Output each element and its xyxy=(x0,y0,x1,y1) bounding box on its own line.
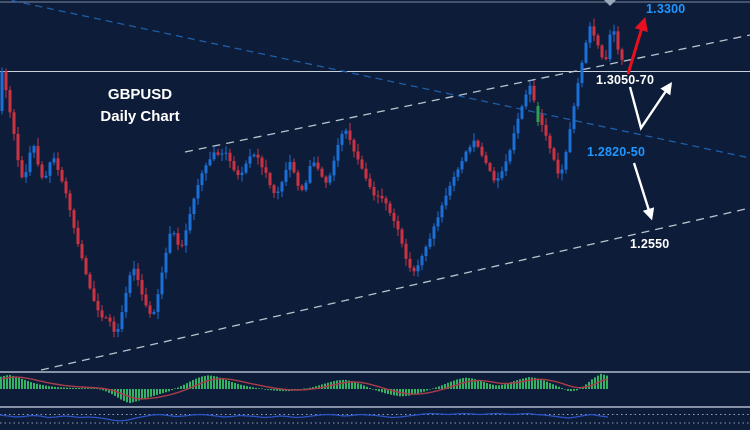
panel-separator xyxy=(0,406,750,408)
macd-indicator-panel xyxy=(0,373,608,404)
chart-timeframe: Daily Chart xyxy=(100,108,180,125)
stoch-main-line xyxy=(0,412,609,422)
candles xyxy=(0,18,624,338)
descending-blue-trendline xyxy=(6,0,750,159)
chart-symbol: GBPUSD xyxy=(107,86,173,103)
panel-separator xyxy=(0,371,750,373)
price-label-13300: 1.3300 xyxy=(646,2,686,16)
top-marker-icon xyxy=(604,0,616,6)
breakdown-projection-arrow xyxy=(632,162,655,221)
annotation-arrows xyxy=(626,16,673,221)
rising-channel-upper xyxy=(184,34,750,153)
chart-title: GBPUSD Daily Chart xyxy=(59,84,221,128)
pullback-bounce-arrow xyxy=(628,82,673,131)
price-label-1305070: 1.3050-70 xyxy=(596,73,655,87)
stochastic-indicator-panel xyxy=(0,412,750,424)
top-marker-icon xyxy=(604,0,616,6)
price-label-1282050: 1.2820-50 xyxy=(587,145,646,159)
macd-signal-line xyxy=(0,376,608,400)
bullish-projection-arrow xyxy=(626,16,648,75)
price-label-12550: 1.2550 xyxy=(630,237,670,251)
rising-channel-lower xyxy=(40,207,750,371)
level-lines xyxy=(0,1,750,72)
panel-separators xyxy=(0,371,750,408)
trendlines xyxy=(6,0,750,371)
